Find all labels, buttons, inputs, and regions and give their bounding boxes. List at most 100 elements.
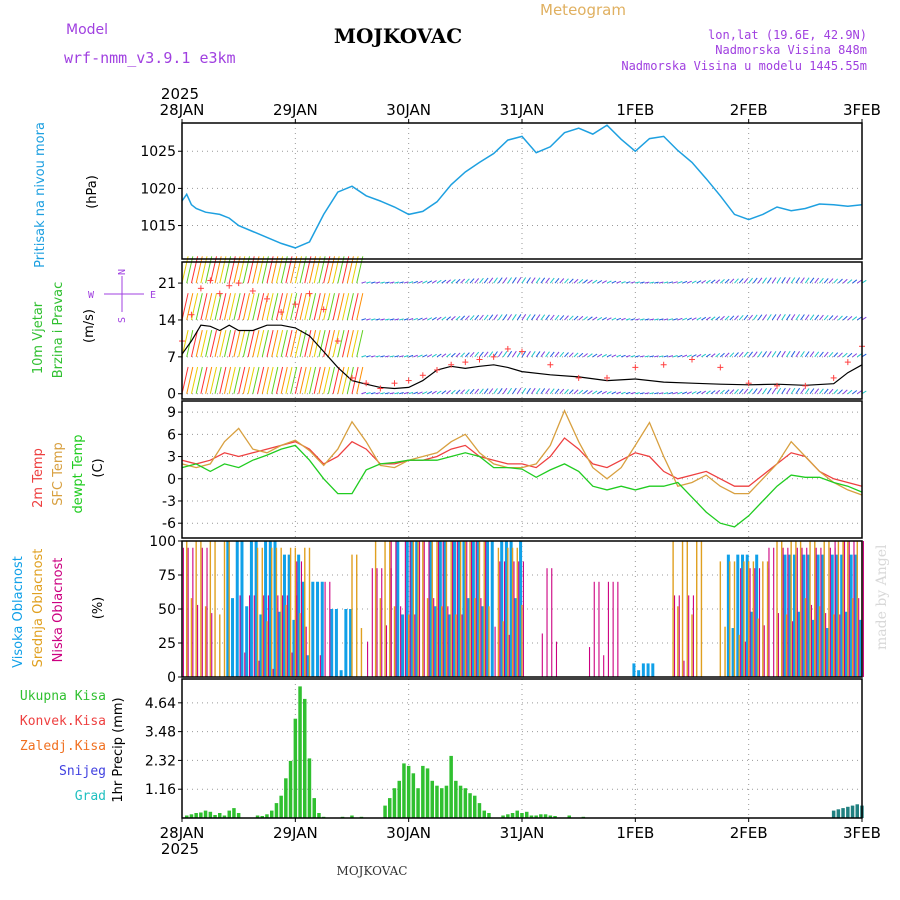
wind-barb [644, 281, 650, 284]
wind-barb [450, 352, 456, 358]
wind-barb [564, 278, 569, 284]
wind-barb [469, 278, 475, 284]
cloud-label-mid: Srednja Oblacnost [31, 549, 46, 668]
wind-barb [738, 351, 744, 358]
gust-marker [419, 372, 426, 379]
wind-barb [332, 329, 340, 357]
y-tick-label: 14 [158, 313, 176, 329]
wind-barb [337, 329, 345, 357]
precip-bar [312, 798, 316, 818]
wind-barb [752, 388, 758, 395]
x-tick-label-top: 1FEB [616, 101, 654, 119]
wind-barb [564, 315, 569, 321]
wind-barb [488, 314, 494, 321]
wind-barb [592, 279, 598, 284]
wind-barb [384, 318, 390, 321]
precip-bar [298, 686, 302, 818]
wind-barb [351, 293, 359, 321]
wind-barb [819, 388, 824, 395]
precip-bar [444, 785, 449, 818]
wind-barb [545, 351, 550, 358]
precip-bar [487, 813, 491, 818]
year-top: 2025 [161, 85, 199, 103]
wind-barb [701, 280, 707, 284]
wind-unit: (m/s) [82, 309, 97, 343]
wind-barb [587, 316, 593, 321]
wind-barb [242, 329, 250, 357]
wind-barb [687, 317, 692, 321]
precip-bar [850, 805, 855, 818]
wind-barb [597, 280, 603, 284]
wind-barb [573, 315, 579, 321]
wind-barb [611, 391, 617, 395]
wind-barb [318, 366, 326, 394]
wind-barb [616, 280, 622, 284]
wind-barb [512, 277, 517, 284]
wind-barb [261, 366, 269, 394]
precip-label-hail: Grad [75, 789, 106, 804]
wind-barb [460, 352, 466, 358]
wind-barb [621, 354, 626, 358]
wind-barb [677, 354, 683, 358]
gust-marker [249, 287, 256, 294]
wind-barb [436, 353, 442, 358]
wind-barb [757, 277, 763, 284]
wind-barb [417, 391, 423, 395]
gust-marker [391, 380, 398, 387]
wind-barb [705, 316, 711, 321]
wind-barb [682, 317, 688, 321]
wind-barb [479, 277, 484, 284]
wind-barb [809, 277, 815, 284]
precip-bar [293, 718, 298, 818]
gust-marker [197, 285, 204, 292]
wind-barb [800, 351, 805, 358]
wind-barb [521, 387, 527, 395]
wind-barb [195, 329, 203, 357]
wind-barb [413, 280, 418, 284]
wind-barb [587, 390, 593, 395]
wind-barb [285, 256, 293, 284]
y-tick-label: -6 [162, 516, 176, 532]
precip-bar [213, 815, 217, 818]
wind-barb [786, 277, 791, 284]
wind-barb [630, 355, 636, 358]
wind-barb [823, 314, 829, 321]
year-bottom: 2025 [161, 840, 199, 858]
wind-barb [625, 391, 631, 395]
wind-barb [422, 317, 428, 321]
wind-barb [228, 366, 236, 394]
wind-barb [616, 391, 622, 395]
wind-barb [271, 366, 279, 394]
compass-s: S [117, 317, 128, 323]
gust-marker [774, 382, 780, 389]
wind-barb [838, 352, 843, 358]
axes: 28JAN 28JAN 29JAN 29JAN 30JAN 30JAN 31JAN 31JAN… [140, 101, 881, 842]
compass-rose: N S W E [88, 269, 156, 323]
gridlines [182, 123, 862, 818]
wind-barb [427, 280, 433, 284]
x-tick-label-bottom: 3FEB [843, 824, 881, 842]
wind-barb [630, 392, 636, 395]
wind-barb [701, 390, 707, 395]
precip-bar [232, 808, 236, 818]
wind-barb [228, 293, 236, 321]
x-tick-label-top: 2FEB [730, 101, 768, 119]
precip-bar [520, 813, 524, 818]
wind-barb [554, 314, 560, 321]
wind-barb [583, 389, 588, 395]
wind-barb [214, 329, 222, 357]
precip-bar [392, 788, 397, 818]
precip-bar [836, 809, 841, 818]
gust-marker [320, 306, 327, 313]
wind-barb [535, 277, 541, 284]
wind-barb [436, 279, 442, 284]
wind-barb [724, 315, 730, 321]
wind-barb [559, 315, 565, 321]
wind-barb [823, 351, 829, 358]
wind-barb [205, 366, 213, 394]
wind-barb [408, 281, 414, 284]
wind-barb [275, 329, 284, 357]
precip-bar [477, 803, 482, 818]
wind-barb [625, 281, 631, 284]
gust-marker [207, 277, 214, 284]
